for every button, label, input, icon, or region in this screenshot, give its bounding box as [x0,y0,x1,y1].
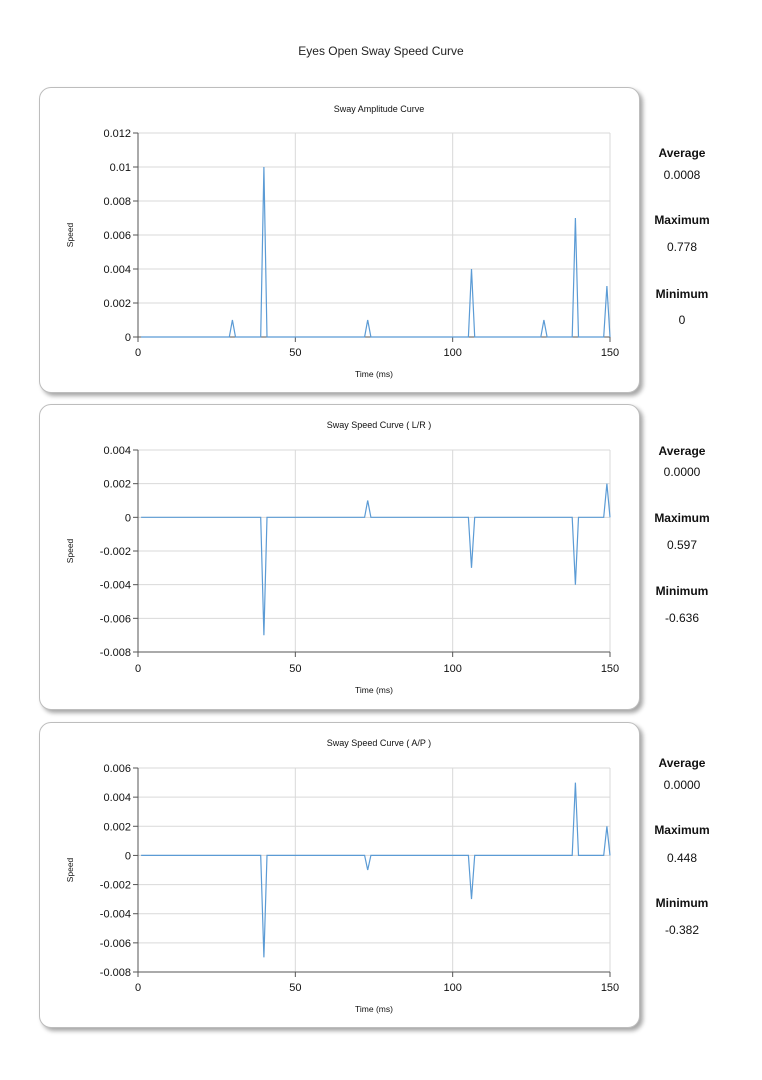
maximum-value: 0.448 [666,851,698,865]
x-tick-label: 100 [443,663,461,675]
y-tick-label: -0.006 [100,938,131,950]
series-line [141,166,611,338]
maximum-label: Maximum [654,823,710,837]
y-tick-label: -0.008 [100,967,131,979]
minimum-label: Minimum [655,287,709,301]
x-tick-label: 150 [601,347,619,359]
average-value: 0.0008 [663,168,701,182]
sway-speed-lr-chart: Sway Speed Curve ( L/R ) -0.008 -0.006 -0.0… [65,420,619,695]
y-tick-label: -0.004 [100,909,131,921]
sway-speed-ap-chart: Sway Speed Curve ( A/P ) -0.008 -0.006 -0.0… [65,738,619,1014]
x-tick-label: 0 [135,982,141,994]
maximum-value: 0.597 [666,538,698,552]
x-axis-label: Time (ms) [355,369,393,379]
stats-panel-3: Average 0.0000 Maximum 0.448 Minimum -0.… [640,722,724,1028]
y-tick-label: 0 [125,850,131,862]
average-value: 0.0000 [663,778,701,792]
y-tick-label: 0 [125,332,131,344]
maximum-label: Maximum [654,213,710,227]
average-label: Average [658,146,706,160]
y-tick-label: 0.002 [103,479,131,491]
y-tick-label: 0.002 [103,298,131,310]
x-tick-label: 0 [135,663,141,675]
stats-panel-1: Average 0.0008 Maximum 0.778 Minimum 0 [640,87,724,393]
minimum-value: -0.636 [664,611,700,625]
y-tick-label: -0.008 [100,647,131,659]
y-tick-label: 0.006 [103,230,131,242]
chart-title: Sway Speed Curve ( L/R ) [327,420,432,430]
average-label: Average [658,756,706,770]
x-tick-label: 50 [289,347,301,359]
minimum-value: 0 [678,313,686,327]
x-tick-label: 100 [443,347,461,359]
x-tick-label: 150 [601,982,619,994]
y-tick-label: -0.002 [100,546,131,558]
minimum-label: Minimum [655,896,709,910]
y-tick-label: 0.012 [103,128,131,140]
chart-panel-sway-speed-lr: Sway Speed Curve ( L/R ) -0.008 -0.006 -0.0… [39,404,640,710]
minimum-value: -0.382 [664,923,700,937]
y-tick-label: 0.002 [103,821,131,833]
x-tick-label: 150 [601,663,619,675]
maximum-label: Maximum [654,511,710,525]
y-axis-label: Speed [65,538,75,563]
x-axis-label: Time (ms) [355,685,393,695]
y-tick-label: 0.008 [103,196,131,208]
series-line [141,782,611,958]
page-title: Eyes Open Sway Speed Curve [298,44,464,58]
y-tick-label: 0.004 [103,792,131,804]
y-axis-label: Speed [65,857,75,882]
chart-title: Sway Speed Curve ( A/P ) [327,738,431,748]
y-tick-label: 0.004 [103,445,131,457]
series-line [141,483,611,636]
y-tick-label: 0.01 [110,162,131,174]
x-tick-label: 50 [289,663,301,675]
sway-amplitude-chart: Sway Amplitude Curve 0 0.002 0.004 0.006 0.00… [65,104,619,379]
chart-panel-sway-speed-ap: Sway Speed Curve ( A/P ) -0.008 -0.006 -0.0… [39,722,640,1028]
y-tick-label: 0.006 [103,763,131,775]
y-tick-label: -0.006 [100,613,131,625]
y-tick-label: 0 [125,512,131,524]
y-tick-label: -0.002 [100,880,131,892]
chart-title: Sway Amplitude Curve [334,104,425,114]
stats-panel-2: Average 0.0000 Maximum 0.597 Minimum -0.… [640,404,724,710]
minimum-label: Minimum [655,584,709,598]
average-label: Average [658,444,706,458]
x-tick-label: 100 [443,982,461,994]
y-axis-label: Speed [65,222,75,247]
x-axis-label: Time (ms) [355,1004,393,1014]
x-tick-label: 0 [135,347,141,359]
average-value: 0.0000 [663,465,701,479]
y-tick-label: -0.004 [100,580,131,592]
x-tick-label: 50 [289,982,301,994]
maximum-value: 0.778 [666,240,698,254]
y-tick-label: 0.004 [103,264,131,276]
chart-panel-sway-amplitude: Sway Amplitude Curve 0 0.002 0.004 0.006 0.00… [39,87,640,393]
